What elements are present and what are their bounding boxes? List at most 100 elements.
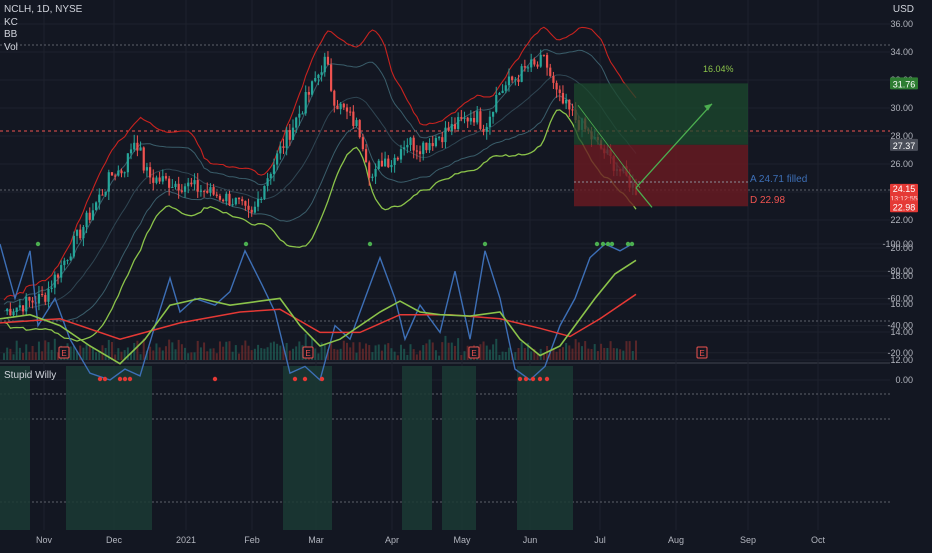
candle-body	[460, 117, 463, 119]
earnings-letter: E	[305, 349, 310, 358]
candle-body	[447, 127, 450, 131]
keltner-lower	[3, 95, 637, 323]
volume-bar	[34, 352, 37, 360]
pane-divider[interactable]	[0, 362, 932, 364]
volume-bar	[15, 340, 18, 360]
volume-bar	[527, 342, 530, 360]
grid	[0, 0, 932, 530]
overbought-dot	[319, 376, 325, 382]
candle-body	[25, 296, 28, 312]
oversold-dot	[35, 241, 41, 247]
price-badge-level[interactable]: 27.37	[890, 138, 918, 151]
candle-body	[291, 127, 295, 140]
volume-bar	[596, 351, 599, 360]
volume-bar	[279, 345, 282, 360]
volume-bar	[409, 344, 412, 360]
candle-body	[374, 168, 377, 177]
loss-zone[interactable]	[574, 144, 748, 207]
symbol-title[interactable]: NCLH, 1D, NYSE	[4, 4, 83, 15]
volume-bar	[76, 351, 79, 360]
volume-bar	[53, 338, 56, 360]
volume-bar	[619, 349, 622, 360]
volume-bar	[82, 347, 85, 360]
candle-body	[536, 64, 539, 67]
earnings-letter: E	[471, 349, 476, 358]
volume-bar	[326, 349, 329, 360]
volume-bar	[171, 342, 174, 360]
candle-body	[199, 190, 203, 192]
oversold-dot	[367, 241, 373, 247]
candle-body	[28, 296, 31, 301]
volume-bar	[196, 340, 199, 360]
candle-body	[82, 227, 85, 239]
candle-body	[196, 180, 199, 192]
profit-zone[interactable]	[574, 83, 748, 145]
volume-bar	[142, 338, 145, 360]
candle-body	[384, 158, 387, 167]
candle-body	[326, 56, 330, 65]
osc-tick-label: -80.00	[887, 266, 913, 276]
volume-bar	[536, 353, 539, 360]
price-badge-stop[interactable]: 22.98	[890, 200, 918, 213]
volume-bar	[155, 343, 158, 360]
candle-body	[123, 172, 126, 174]
volume-bar	[47, 342, 50, 360]
volume-bar	[218, 341, 221, 360]
volume-bar	[552, 348, 555, 360]
currency-label: USD	[892, 4, 914, 15]
candle-body	[399, 149, 403, 160]
earnings-marker[interactable]: E	[58, 346, 70, 359]
oscillator-title[interactable]: Stupid Willy	[4, 370, 57, 381]
earnings-letter: E	[699, 349, 704, 358]
candle-body	[444, 127, 447, 143]
volume-bar	[272, 341, 275, 360]
candle-body	[15, 307, 18, 312]
candle-body	[241, 199, 244, 202]
volume-bar	[231, 351, 234, 360]
volume-bar	[22, 352, 25, 360]
price-axis[interactable]	[890, 0, 932, 550]
earnings-marker[interactable]: E	[696, 346, 708, 359]
candle-body	[504, 85, 507, 91]
candle-body	[202, 190, 206, 192]
volume-bar	[507, 347, 510, 360]
volume-bar	[149, 346, 152, 360]
volume-bar	[355, 352, 358, 360]
volume-bar	[523, 348, 526, 360]
price-badge-target[interactable]: 31.76	[890, 77, 918, 90]
earnings-marker[interactable]: E	[468, 346, 480, 359]
candle-body	[495, 94, 498, 112]
volume-bar	[117, 348, 120, 360]
candle-body	[53, 274, 56, 288]
price-badge-last[interactable]: 24.15 13:12:55	[890, 183, 918, 204]
indicator-bb[interactable]: BB	[4, 29, 18, 40]
candle-body	[317, 74, 320, 79]
time-tick-label: Feb	[244, 535, 260, 545]
candle-body	[434, 138, 438, 147]
volume-bar	[323, 344, 326, 360]
candle-body	[349, 111, 352, 113]
target-arrow[interactable]	[635, 103, 713, 189]
time-tick-label: Dec	[106, 535, 123, 545]
volume-bar	[190, 352, 193, 360]
volume-bar	[482, 341, 485, 360]
candle-body	[272, 164, 276, 174]
volume-bar	[56, 352, 59, 360]
candle-body	[133, 142, 136, 150]
signal-zone	[517, 366, 573, 530]
volume-bar	[6, 347, 9, 360]
indicator-vol[interactable]: Vol	[4, 41, 18, 53]
candle-body	[155, 177, 158, 183]
volume-bar	[577, 342, 580, 360]
earnings-marker[interactable]: E	[302, 346, 314, 359]
candle-body	[507, 76, 511, 86]
indicator-kc[interactable]: KC	[4, 16, 18, 28]
stop-arrow[interactable]	[635, 187, 653, 208]
volume-bar	[241, 345, 244, 360]
volume-bar	[609, 341, 612, 360]
price-tick-label: 18.00	[890, 271, 913, 281]
candle-body	[412, 137, 415, 151]
volume-bar	[587, 348, 590, 360]
